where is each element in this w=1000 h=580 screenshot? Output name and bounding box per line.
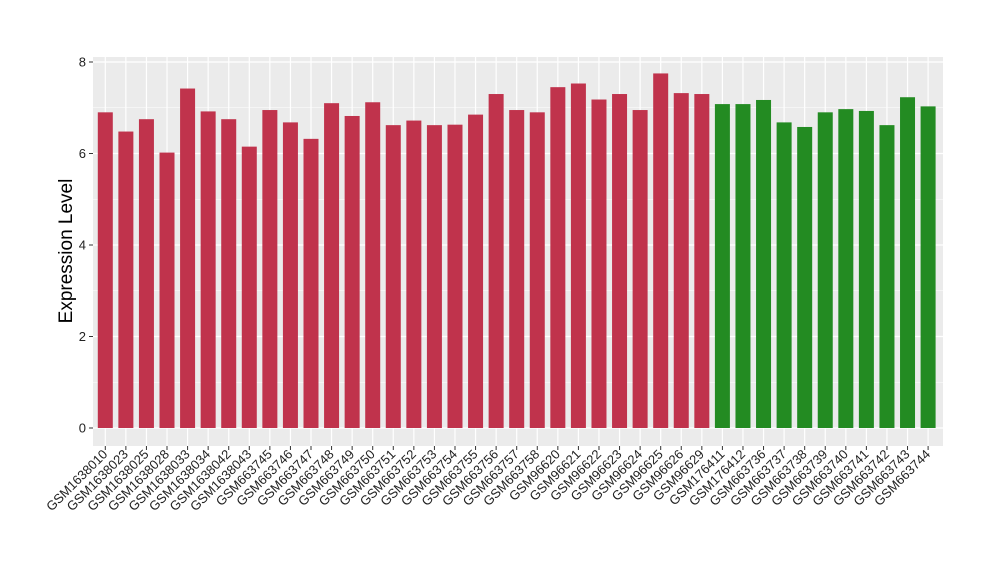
bar-GSM176411	[714, 104, 730, 428]
bar-GSM96621	[570, 83, 586, 428]
bar-GSM1638042	[221, 119, 237, 428]
bar-GSM663736	[756, 99, 772, 428]
bar-GSM96620	[550, 87, 566, 428]
bar-GSM663739	[817, 112, 833, 428]
bar-GSM663750	[365, 102, 381, 428]
bar-GSM663746	[282, 122, 298, 428]
bar-GSM1638033	[180, 88, 196, 428]
y-tick-label: 0	[79, 421, 86, 436]
bar-GSM663752	[406, 120, 422, 428]
bar-GSM663740	[838, 109, 854, 428]
bar-GSM663754	[447, 124, 463, 429]
y-tick-label: 6	[79, 146, 86, 161]
bar-GSM663738	[797, 126, 813, 428]
bar-GSM96623	[612, 94, 628, 429]
y-axis-title: Expression Level	[56, 179, 77, 324]
bar-GSM96625	[653, 73, 669, 428]
bar-GSM663757	[509, 110, 525, 428]
bar-GSM1638043	[241, 146, 257, 428]
bar-GSM663751	[385, 125, 401, 428]
bar-GSM1638025	[138, 119, 154, 428]
bar-GSM663742	[879, 125, 895, 428]
bar-GSM663758	[529, 112, 545, 428]
bar-GSM663749	[344, 115, 360, 429]
bar-GSM96626	[673, 93, 689, 429]
y-axis: 0 2 4 6 8	[79, 55, 93, 436]
bar-GSM663747	[303, 138, 319, 429]
bar-GSM663737	[776, 122, 792, 428]
bar-GSM1638023	[118, 131, 134, 429]
bar-GSM1638028	[159, 152, 175, 428]
y-tick-label: 4	[79, 238, 86, 253]
bar-GSM663744	[920, 106, 936, 428]
x-axis: GSM1638010GSM1638023GSM1638025GSM1638028…	[43, 446, 933, 514]
bar-GSM176412	[735, 104, 751, 428]
bar-GSM663745	[262, 110, 278, 428]
bar-GSM663756	[488, 94, 504, 429]
bars	[97, 73, 936, 429]
bar-GSM96622	[591, 99, 607, 428]
bar-GSM663755	[468, 114, 484, 429]
bar-GSM96629	[694, 94, 710, 429]
y-tick-label: 8	[79, 55, 86, 70]
bar-GSM663748	[324, 103, 340, 429]
bar-GSM663753	[426, 125, 442, 428]
bar-GSM663743	[900, 97, 916, 428]
bar-GSM663741	[858, 110, 874, 428]
bar-GSM1638034	[200, 111, 216, 428]
y-tick-label: 2	[79, 329, 86, 344]
bar-GSM96624	[632, 110, 648, 428]
bar-GSM1638010	[97, 112, 113, 428]
